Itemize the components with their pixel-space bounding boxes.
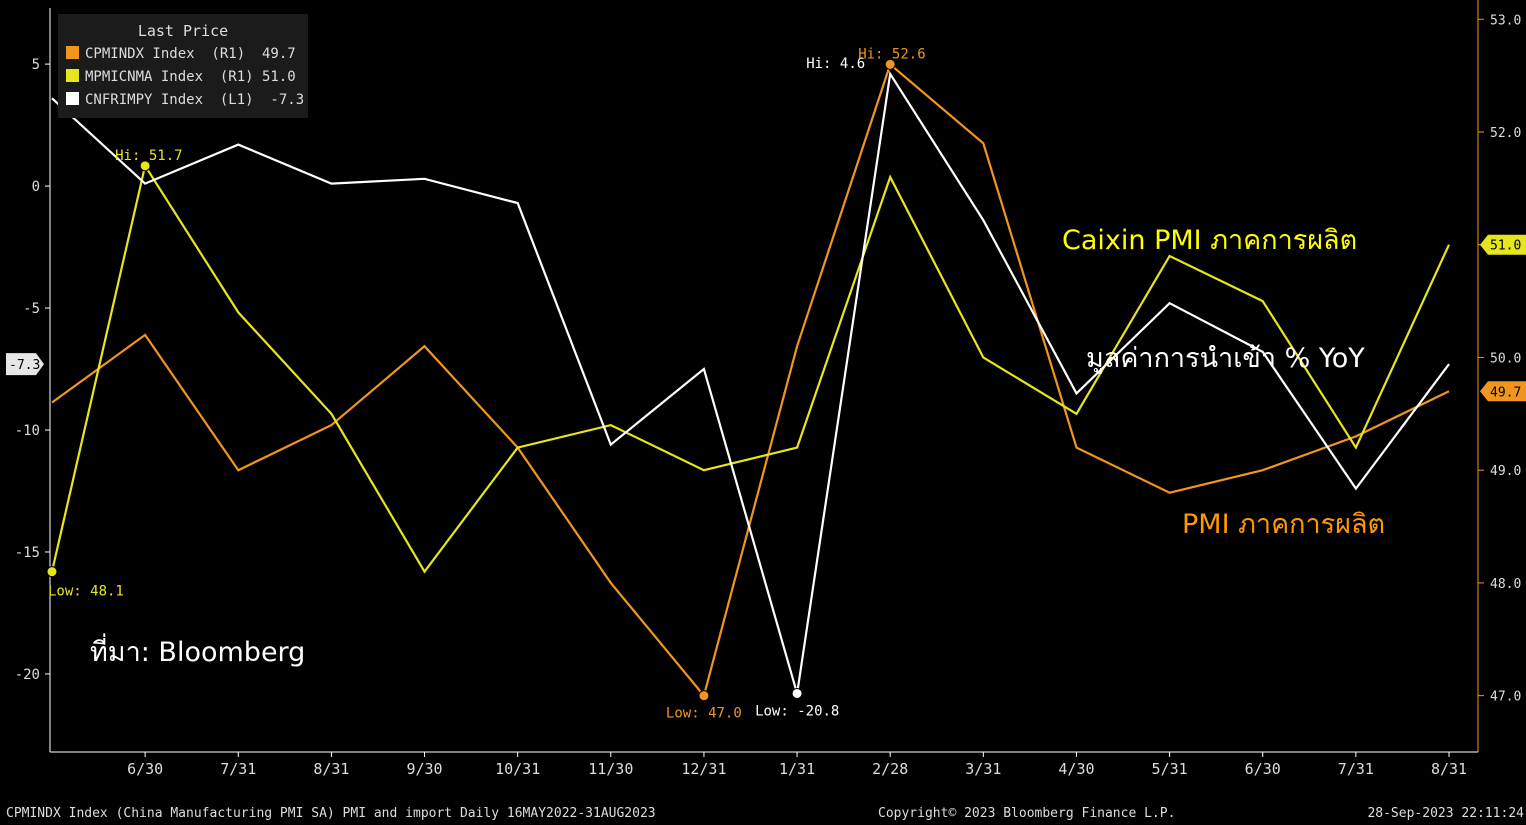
left-tick-label: -20 <box>15 667 40 683</box>
legend-label-cnfrimpy: CNFRIMPY Index (L1) -7.3 <box>85 92 305 108</box>
legend-row-cpmindx: CPMINDX Index (R1) 49.7 <box>66 46 296 62</box>
legend-title: Last Price <box>137 22 229 40</box>
marks-layer: Hi: 51.7 Low: 48.1 Hi: 4.6Hi: 52.6 Low: 47.… <box>6 46 1526 722</box>
legend-swatch-cnfrimpy <box>66 92 79 105</box>
legend-swatch-mpmicnma <box>66 69 79 82</box>
x-tick-label: 8/31 <box>313 760 349 778</box>
point-annotation-label: Hi: 52.6 <box>858 46 925 62</box>
right-last-price-tag <box>1480 234 1526 255</box>
x-tick-label: 6/30 <box>1245 760 1281 778</box>
right-tick-label: 48.0 <box>1490 577 1521 592</box>
legend-row-mpmicnma: MPMICNMA Index (R1) 51.0 <box>66 69 296 85</box>
x-tick-label: 2/28 <box>872 760 908 778</box>
footer-description: CPMINDX Index (China Manufacturing PMI S… <box>6 806 656 821</box>
caixin-pmi-annotation: Caixin PMI ภาคการผลิต <box>1062 225 1358 256</box>
extreme-point-marker <box>791 687 803 699</box>
x-tick-label: 4/30 <box>1058 760 1094 778</box>
right-last-price-label: 51.0 <box>1490 239 1521 254</box>
right-last-price-tag <box>1480 381 1526 402</box>
chart-axes: 5 0 -5 -10 -15 -20 53.0 52.0 51.0 50.0 49.0 48.0 47.… <box>15 0 1526 795</box>
left-tick-label: 0 <box>32 179 40 195</box>
x-tick-label: 1/31 <box>779 760 815 778</box>
series-line-mpmicnma <box>50 162 1450 574</box>
series-line-cnfrimpy <box>51 70 1450 694</box>
series-layer <box>50 62 1450 698</box>
left-tick-label: -5 <box>23 301 40 317</box>
left-last-price-label: -7.3 <box>9 358 40 373</box>
right-last-price-label: 49.7 <box>1490 385 1521 400</box>
x-tick-label: 3/31 <box>965 760 1001 778</box>
pmi-annotation: PMI ภาคการผลิต <box>1182 509 1386 540</box>
extreme-point-marker <box>884 58 896 70</box>
extreme-point-marker <box>139 160 151 172</box>
legend-row-cnfrimpy: CNFRIMPY Index (L1) -7.3 <box>66 92 304 108</box>
footer-copyright: Copyright© 2023 Bloomberg Finance L.P. <box>878 806 1176 821</box>
left-tick-label: 5 <box>32 57 40 73</box>
extreme-point-marker <box>46 566 58 578</box>
x-tick-label: 8/31 <box>1431 760 1467 778</box>
right-tick-label: 53.0 <box>1490 13 1521 28</box>
footer-timestamp: 28-Sep-2023 22:11:24 <box>1367 806 1524 821</box>
right-tick-label: 50.0 <box>1490 351 1521 366</box>
x-tick-label: 7/31 <box>220 760 256 778</box>
x-tick-label: 11/30 <box>588 760 633 778</box>
legend-label-mpmicnma: MPMICNMA Index (R1) 51.0 <box>85 69 296 85</box>
point-annotation-label: Hi: 51.7 <box>115 148 182 164</box>
left-last-price-tag <box>6 353 44 376</box>
legend-label-cpmindx: CPMINDX Index (R1) 49.7 <box>85 46 296 62</box>
point-annotation-label: Low: -20.8 <box>755 703 839 719</box>
left-tick-label: -15 <box>15 545 40 561</box>
point-annotation-label: Low: 47.0 <box>666 706 742 722</box>
x-tick-label: 7/31 <box>1338 760 1374 778</box>
point-annotation-label: Hi: 4.6 <box>806 56 865 72</box>
right-tick-label: 47.0 <box>1490 690 1521 705</box>
x-tick-label: 12/31 <box>681 760 726 778</box>
x-tick-label: 10/31 <box>495 760 540 778</box>
imports-yoy-annotation: มูลค่าการนำเข้า % YoY <box>1086 343 1365 374</box>
legend-swatch-cpmindx <box>66 46 79 59</box>
x-tick-label: 6/30 <box>127 760 163 778</box>
left-tick-label: -10 <box>15 423 40 439</box>
point-annotation-label: Low: 48.1 <box>48 584 124 600</box>
right-tick-label: 49.0 <box>1490 464 1521 479</box>
source-annotation: ที่มา: Bloomberg <box>90 637 306 668</box>
x-tick-label: 9/30 <box>406 760 442 778</box>
x-tick-label: 5/31 <box>1152 760 1188 778</box>
legend: Last Price CPMINDX Index (R1) 49.7 MPMIC… <box>58 14 308 118</box>
extreme-point-marker <box>698 690 710 702</box>
series-line-cpmindx <box>51 62 1450 698</box>
right-tick-label: 52.0 <box>1490 126 1521 141</box>
